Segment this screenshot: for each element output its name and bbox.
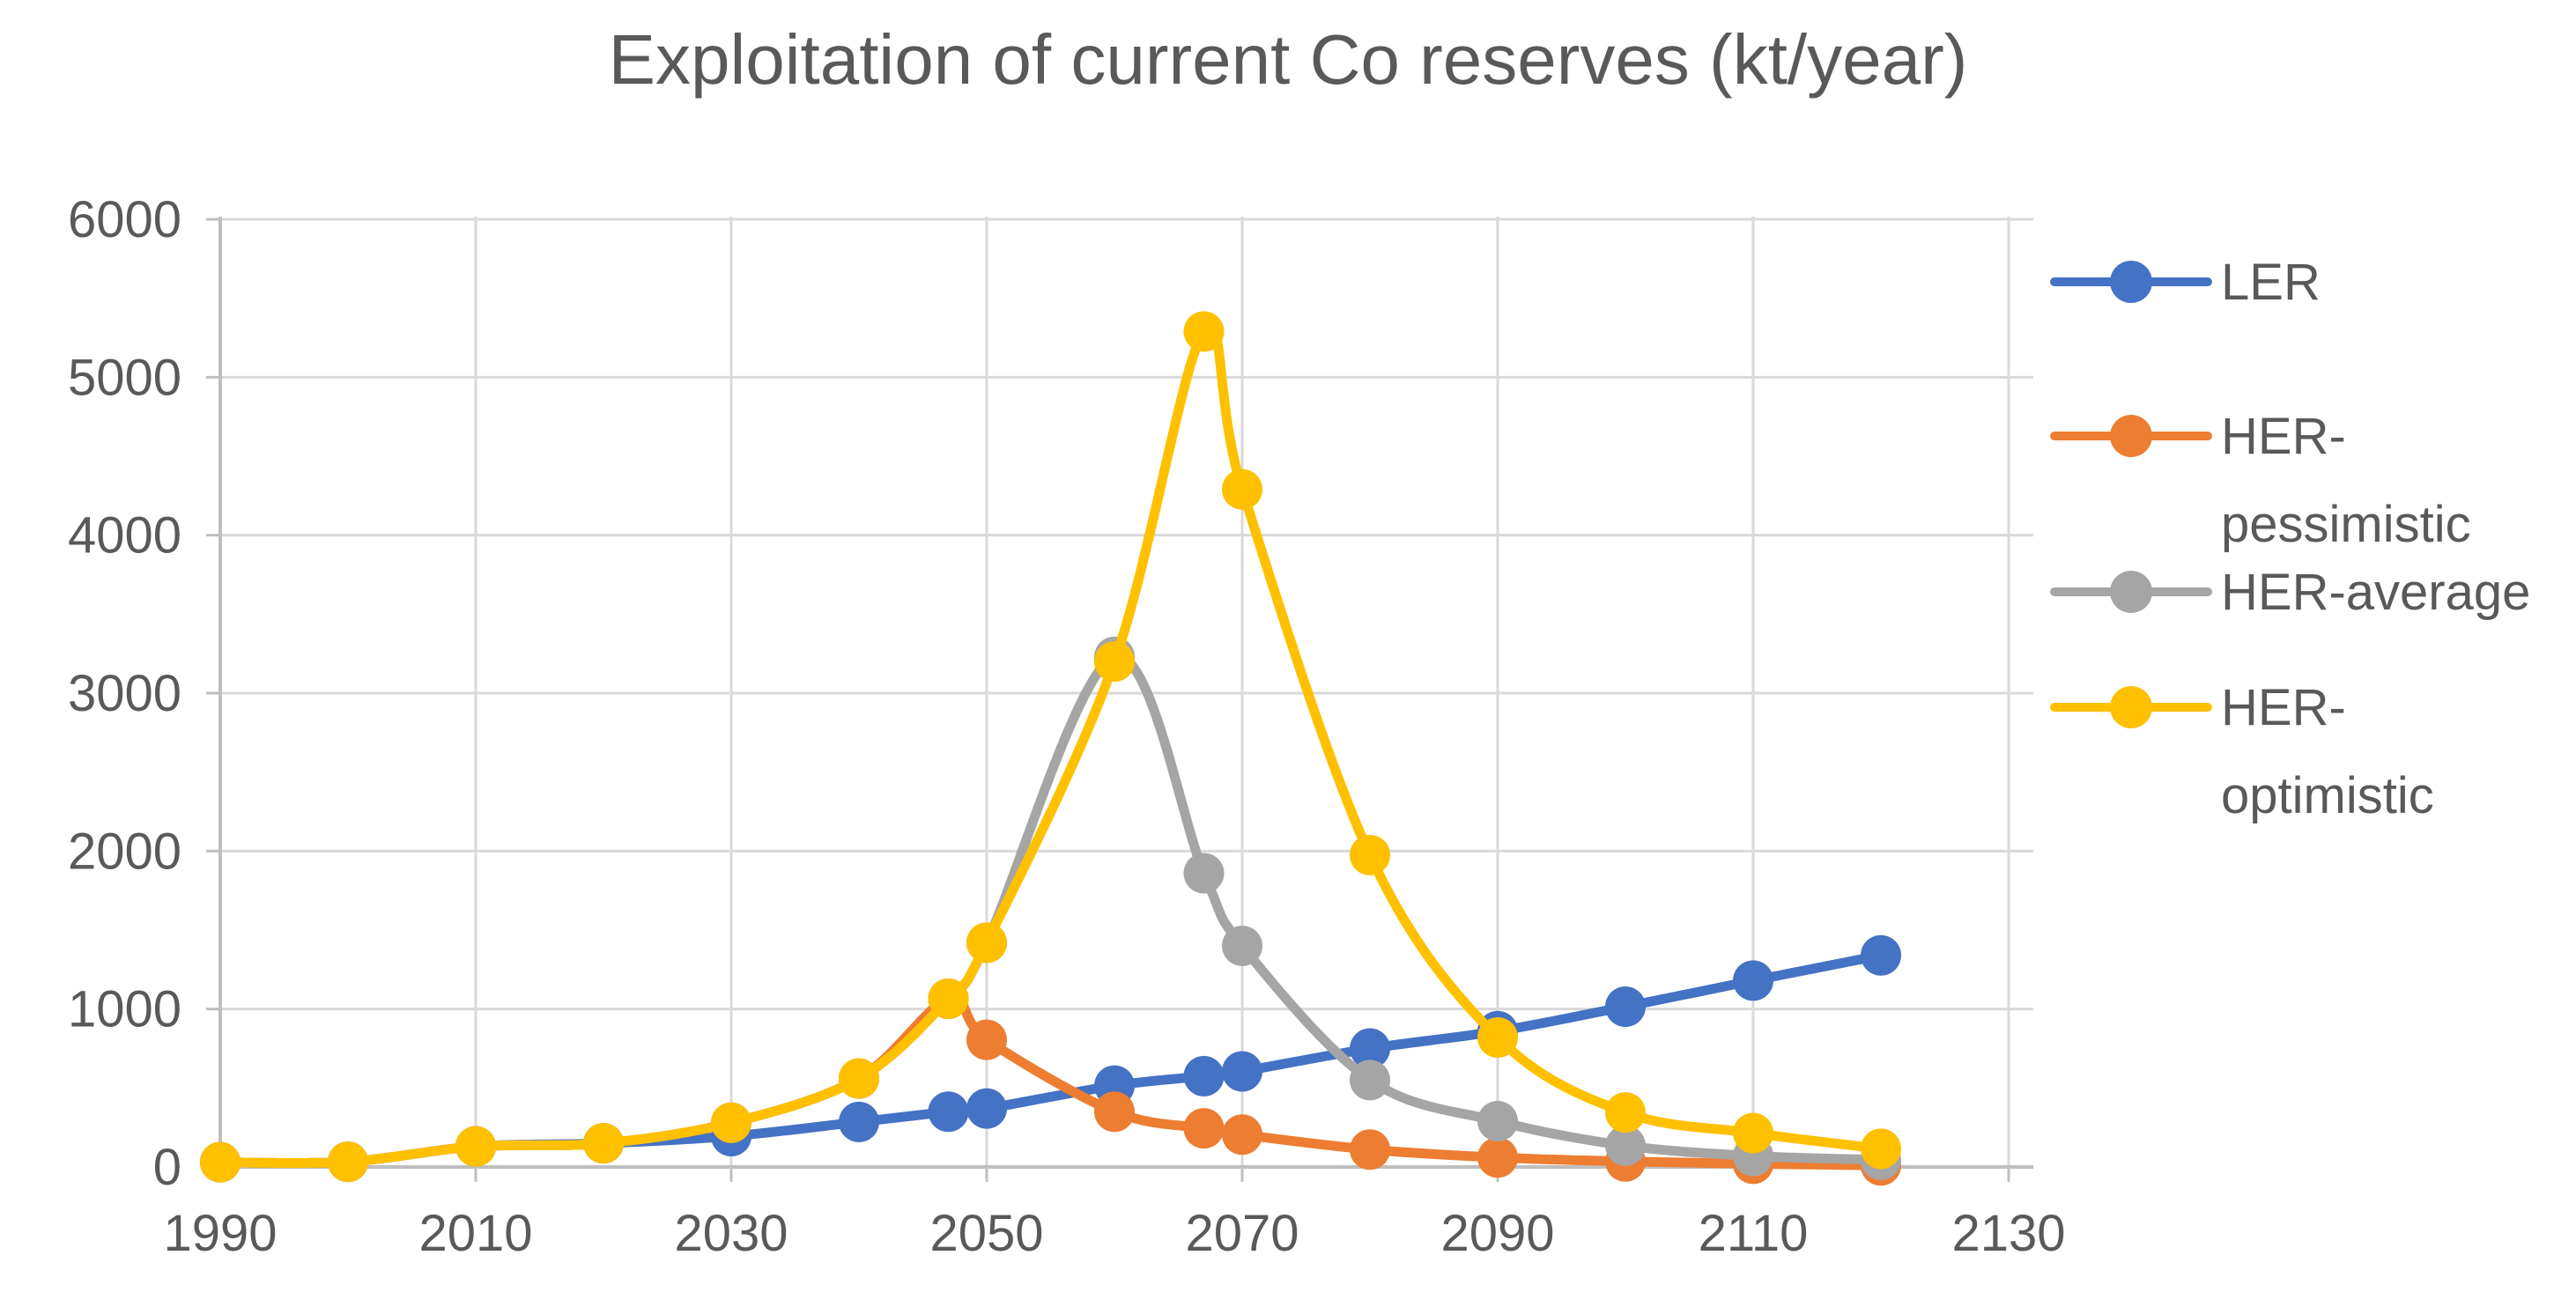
data-point-HER-optimistic-2050[interactable] [966, 922, 1007, 964]
data-point-HER-optimistic-2067[interactable] [1183, 311, 1225, 352]
y-tick-label: 6000 [68, 191, 181, 248]
y-tick-label: 1000 [68, 981, 181, 1038]
y-tick-label: 4000 [68, 507, 181, 565]
y-tick-label: 2000 [68, 823, 181, 880]
data-point-HER-optimistic-2000[interactable] [328, 1141, 368, 1183]
data-point-HER-average-2100[interactable] [1605, 1125, 1646, 1166]
chart-title: Exploitation of current Co reserves (kt/… [609, 20, 1968, 99]
data-point-LER-2080[interactable] [1350, 1028, 1390, 1069]
legend-marker-icon [2110, 261, 2152, 303]
x-tick-label: 2010 [418, 1205, 532, 1262]
axis-labels-layer: 0 1000 2000 3000 4000 5000 6000 1990 2010 2030 205… [68, 191, 2066, 1262]
x-tick-label: 2050 [929, 1205, 1043, 1262]
data-point-LER-2067[interactable] [1183, 1055, 1225, 1097]
data-point-HER-optimistic-2040[interactable] [839, 1058, 879, 1099]
data-point-HER-optimistic-2020[interactable] [583, 1123, 624, 1164]
x-tick-label: 1990 [163, 1205, 277, 1262]
data-point-HER-average-2090[interactable] [1477, 1100, 1518, 1141]
legend: LER HER-pessimistic HER-average HER-optimis… [2050, 254, 2530, 824]
legend-marker-icon [2110, 571, 2152, 613]
data-point-HER-average-2070[interactable] [1222, 925, 1262, 966]
legend-label: HER- [2221, 679, 2346, 736]
data-point-HER-pessimistic-2090[interactable] [1477, 1137, 1518, 1178]
series-line-HER-optimistic[interactable] [215, 321, 1886, 1169]
data-point-HER-average-2080[interactable] [1350, 1060, 1390, 1101]
y-tick-label: 0 [153, 1139, 181, 1196]
data-point-LER-2040[interactable] [839, 1101, 879, 1142]
data-point-HER-optimistic-2080[interactable] [1350, 834, 1390, 875]
data-point-LER-2110[interactable] [1733, 960, 1773, 1001]
grid-layer [206, 217, 2033, 1182]
legend-item-HER-pessimistic[interactable]: HER-pessimistic [2050, 408, 2471, 553]
legend-label: HER- [2221, 408, 2346, 465]
series-layer [200, 311, 1901, 1186]
legend-marker-icon [2110, 415, 2152, 457]
legend-label: pessimistic [2221, 496, 2471, 553]
legend-label: HER-average [2221, 564, 2530, 621]
data-point-LER-2120[interactable] [1861, 934, 1901, 976]
x-tick-label: 2070 [1185, 1205, 1299, 1262]
data-point-LER-2100[interactable] [1605, 986, 1646, 1027]
legend-item-HER-optimistic[interactable]: HER-optimistic [2050, 679, 2434, 824]
data-point-HER-pessimistic-2067[interactable] [1183, 1108, 1225, 1149]
legend-label: optimistic [2221, 767, 2434, 824]
data-point-LER-2047[interactable] [928, 1091, 969, 1133]
data-point-HER-optimistic-2070[interactable] [1222, 469, 1262, 510]
data-point-LER-2070[interactable] [1222, 1051, 1262, 1092]
y-tick-label: 5000 [68, 349, 181, 406]
data-point-LER-2050[interactable] [966, 1088, 1007, 1129]
legend-marker-icon [2110, 686, 2152, 728]
legend-item-HER-average[interactable]: HER-average [2050, 564, 2530, 621]
x-tick-label: 2090 [1440, 1205, 1554, 1262]
data-point-HER-optimistic-2120[interactable] [1861, 1128, 1901, 1170]
data-point-HER-optimistic-2100[interactable] [1605, 1092, 1646, 1133]
data-point-HER-optimistic-2010[interactable] [455, 1126, 496, 1167]
data-point-HER-pessimistic-2050[interactable] [966, 1019, 1007, 1060]
data-point-HER-pessimistic-2060[interactable] [1094, 1091, 1135, 1133]
data-point-HER-optimistic-2110[interactable] [1733, 1112, 1773, 1154]
x-tick-label: 2130 [1951, 1205, 2065, 1262]
data-point-HER-optimistic-2047[interactable] [928, 978, 969, 1020]
y-tick-label: 3000 [68, 665, 181, 722]
legend-item-LER[interactable]: LER [2050, 254, 2321, 311]
data-point-HER-optimistic-2060[interactable] [1094, 641, 1135, 683]
legend-label: LER [2221, 254, 2321, 311]
data-point-HER-optimistic-2090[interactable] [1477, 1016, 1518, 1058]
data-point-HER-optimistic-2030[interactable] [711, 1102, 751, 1143]
x-tick-label: 2110 [1699, 1205, 1809, 1262]
data-point-HER-pessimistic-2070[interactable] [1222, 1114, 1262, 1156]
x-tick-label: 2030 [674, 1205, 788, 1262]
series-line-HER-average[interactable] [215, 652, 1886, 1169]
data-point-HER-pessimistic-2080[interactable] [1350, 1129, 1390, 1170]
data-point-HER-average-2067[interactable] [1183, 853, 1225, 894]
data-point-HER-optimistic-1990[interactable] [200, 1141, 241, 1183]
